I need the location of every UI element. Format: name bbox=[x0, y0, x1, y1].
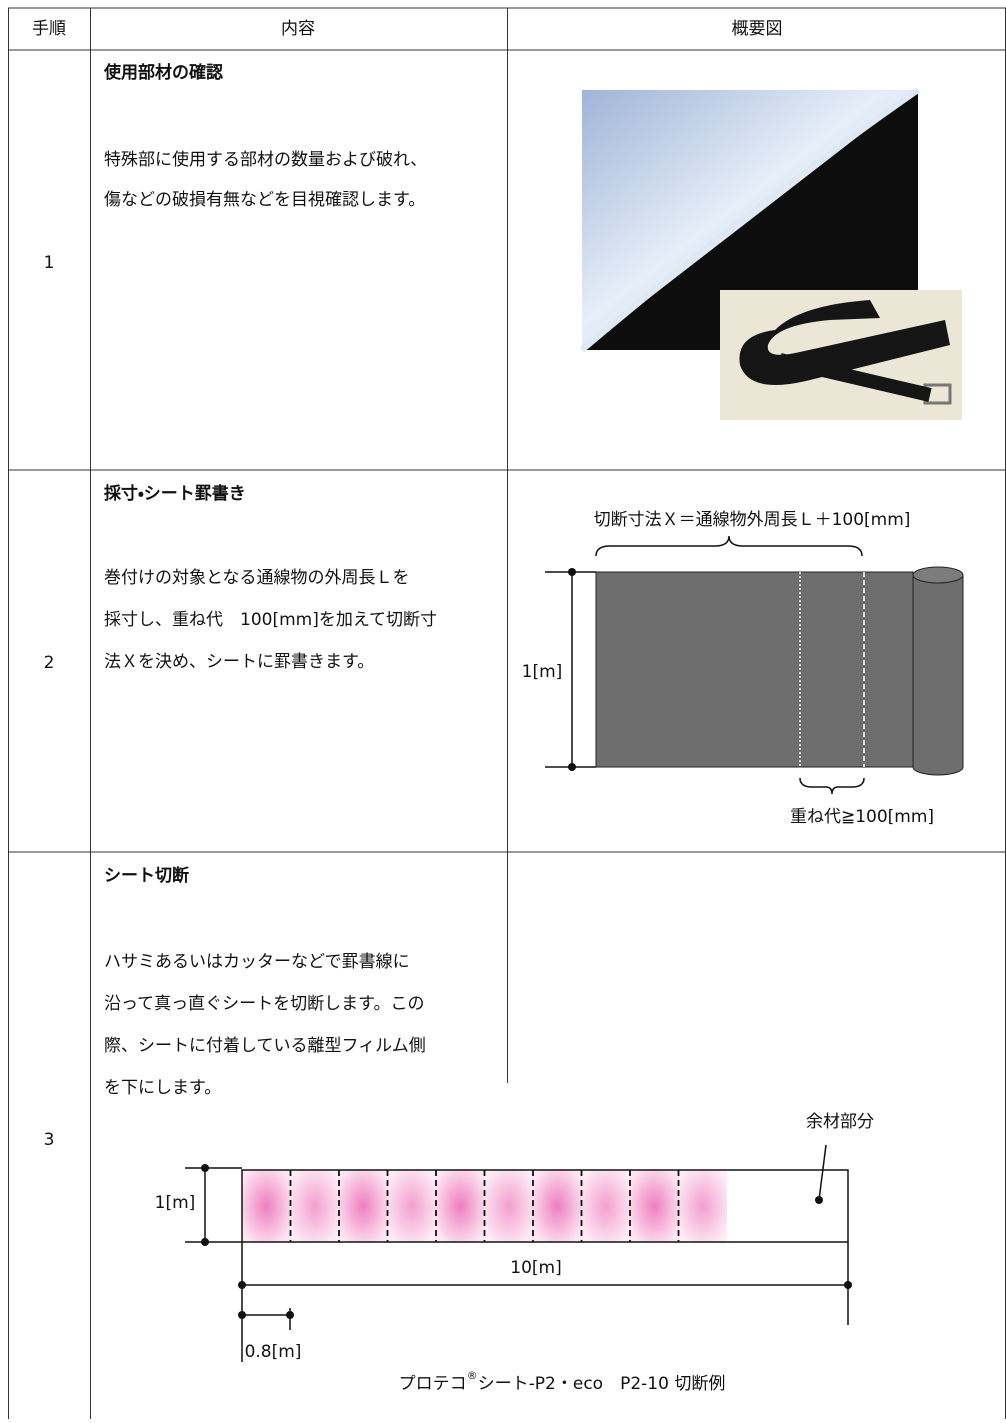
sheet-pieces bbox=[242, 1170, 727, 1242]
sheet-piece bbox=[242, 1170, 291, 1242]
overlap-label: 重ね代≧100[mm] bbox=[790, 807, 934, 827]
sheet-piece bbox=[678, 1170, 727, 1242]
materials-photo bbox=[580, 87, 962, 420]
step-title: シート切断 bbox=[104, 866, 189, 886]
step-text: 際、シートに付着している離型フィルム側 bbox=[104, 1036, 426, 1056]
caption: プロテコ®シート-P2・eco P2-10 切断例 bbox=[399, 1369, 726, 1394]
step-text: 採寸し、重ね代 100[mm]を加えて切断寸 bbox=[104, 610, 437, 630]
piece-label: 0.8[m] bbox=[245, 1342, 302, 1362]
step-text: 特殊部に使用する部材の数量および破れ、 bbox=[104, 149, 427, 170]
step-title: 採寸・シート罫書き bbox=[104, 483, 246, 504]
cutting-diagram: 余材部分 1[m] 10[m] 0.8[m] プロテコ®シート-P2・eco P… bbox=[155, 1112, 874, 1394]
step-text: 沿って真っ直ぐシートを切断します。この bbox=[104, 994, 424, 1014]
step-text: 傷などの破損有無などを目視確認します。 bbox=[104, 190, 425, 210]
caption-mark: ® bbox=[467, 1369, 478, 1382]
remnant-label: 余材部分 bbox=[806, 1112, 874, 1132]
caption-product: プロテコ bbox=[399, 1374, 467, 1394]
step-text: 法Ｘを決め、シートに罫書きます。 bbox=[104, 652, 374, 672]
step-number: 2 bbox=[44, 653, 55, 673]
step-number: 3 bbox=[44, 1130, 55, 1150]
length-label: 10[m] bbox=[510, 1258, 561, 1278]
sheet-piece bbox=[436, 1170, 485, 1242]
header-cell: 概要図 bbox=[732, 19, 783, 39]
sheet-piece bbox=[484, 1170, 533, 1242]
height-label: 1[m] bbox=[522, 662, 563, 682]
step-number: 1 bbox=[44, 253, 55, 273]
header-cell: 手順 bbox=[32, 19, 66, 39]
table-grid bbox=[8, 7, 1006, 1419]
height-label: 1[m] bbox=[155, 1193, 196, 1213]
sheet-piece bbox=[290, 1170, 339, 1242]
step-text: を下にします。 bbox=[104, 1078, 221, 1098]
cut-label: 切断寸法Ｘ＝通線物外周長Ｌ＋100[mm] bbox=[594, 510, 911, 530]
step-text: 巻付けの対象となる通線物の外周長Ｌを bbox=[104, 568, 410, 588]
sheet-piece bbox=[339, 1170, 388, 1242]
header-cell: 内容 bbox=[281, 19, 315, 39]
sheet-piece bbox=[387, 1170, 436, 1242]
step-title: 使用部材の確認 bbox=[103, 62, 223, 83]
step-text: ハサミあるいはカッターなどで罫書線に bbox=[104, 952, 410, 972]
sheet-piece bbox=[630, 1170, 679, 1242]
sheet-piece bbox=[581, 1170, 630, 1242]
marking-diagram: 切断寸法Ｘ＝通線物外周長Ｌ＋100[mm] 1[m] 重ね代≧100[mm] bbox=[522, 510, 964, 827]
caption-rest: シート-P2・eco P2-10 切断例 bbox=[478, 1374, 726, 1394]
sheet-piece bbox=[533, 1170, 582, 1242]
